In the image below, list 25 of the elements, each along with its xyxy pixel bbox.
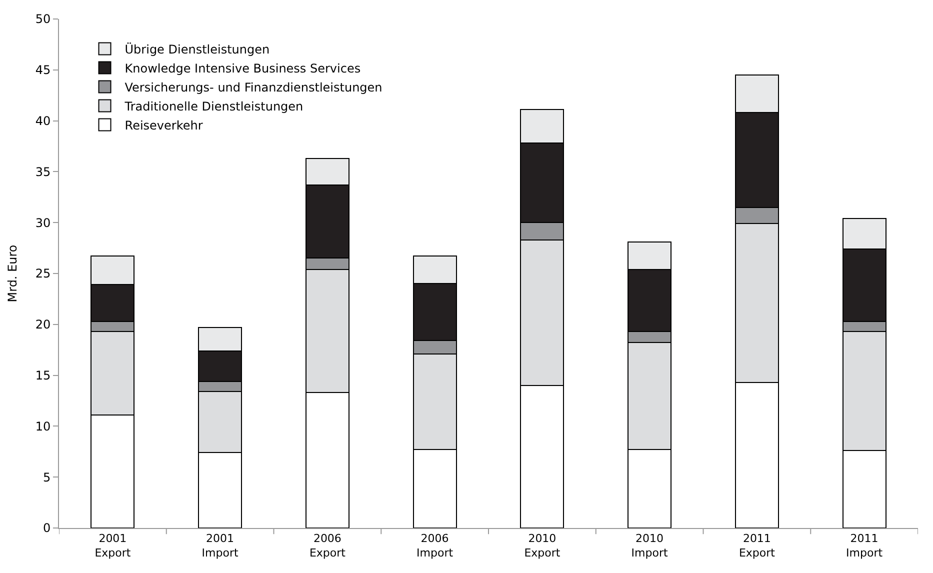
y-tick-label: 5 xyxy=(42,470,51,484)
y-tick-label: 50 xyxy=(35,12,51,26)
y-tick-label: 0 xyxy=(42,521,51,536)
y-tick-label: 20 xyxy=(35,318,51,332)
x-tick-label: 2011 Import xyxy=(846,532,884,560)
legend-label: Übrige Dienstleistungen xyxy=(124,42,270,56)
y-tick-label: 35 xyxy=(35,164,51,179)
x-tick-label: 2010 Export xyxy=(524,532,561,560)
y-tick-label: 30 xyxy=(35,216,51,230)
y-tick-label: 15 xyxy=(35,368,51,382)
x-tick-label: 2011 Export xyxy=(738,532,776,560)
x-tick-label: 2006 Import xyxy=(416,532,454,560)
legend-label: Traditionelle Dienstleistungen xyxy=(124,99,304,114)
y-axis-title: Mrd. Euro xyxy=(6,244,20,302)
y-tick-label: 25 xyxy=(35,266,51,281)
legend-label: Knowledge Intensive Business Services xyxy=(124,61,361,76)
legend-label: Reiseverkehr xyxy=(124,118,203,132)
x-tick-label: 2001 Import xyxy=(202,532,239,560)
y-tick-label: 10 xyxy=(35,419,51,434)
x-tick-label: 2006 Export xyxy=(309,532,346,560)
y-tick-label: 40 xyxy=(35,114,51,128)
y-tick-label: 45 xyxy=(35,63,51,78)
x-tick-label: 2001 Export xyxy=(94,532,132,560)
x-tick-label: 2010 Import xyxy=(631,532,668,560)
legend-label: Versicherungs- und Finanzdienstleistungen xyxy=(124,80,382,94)
